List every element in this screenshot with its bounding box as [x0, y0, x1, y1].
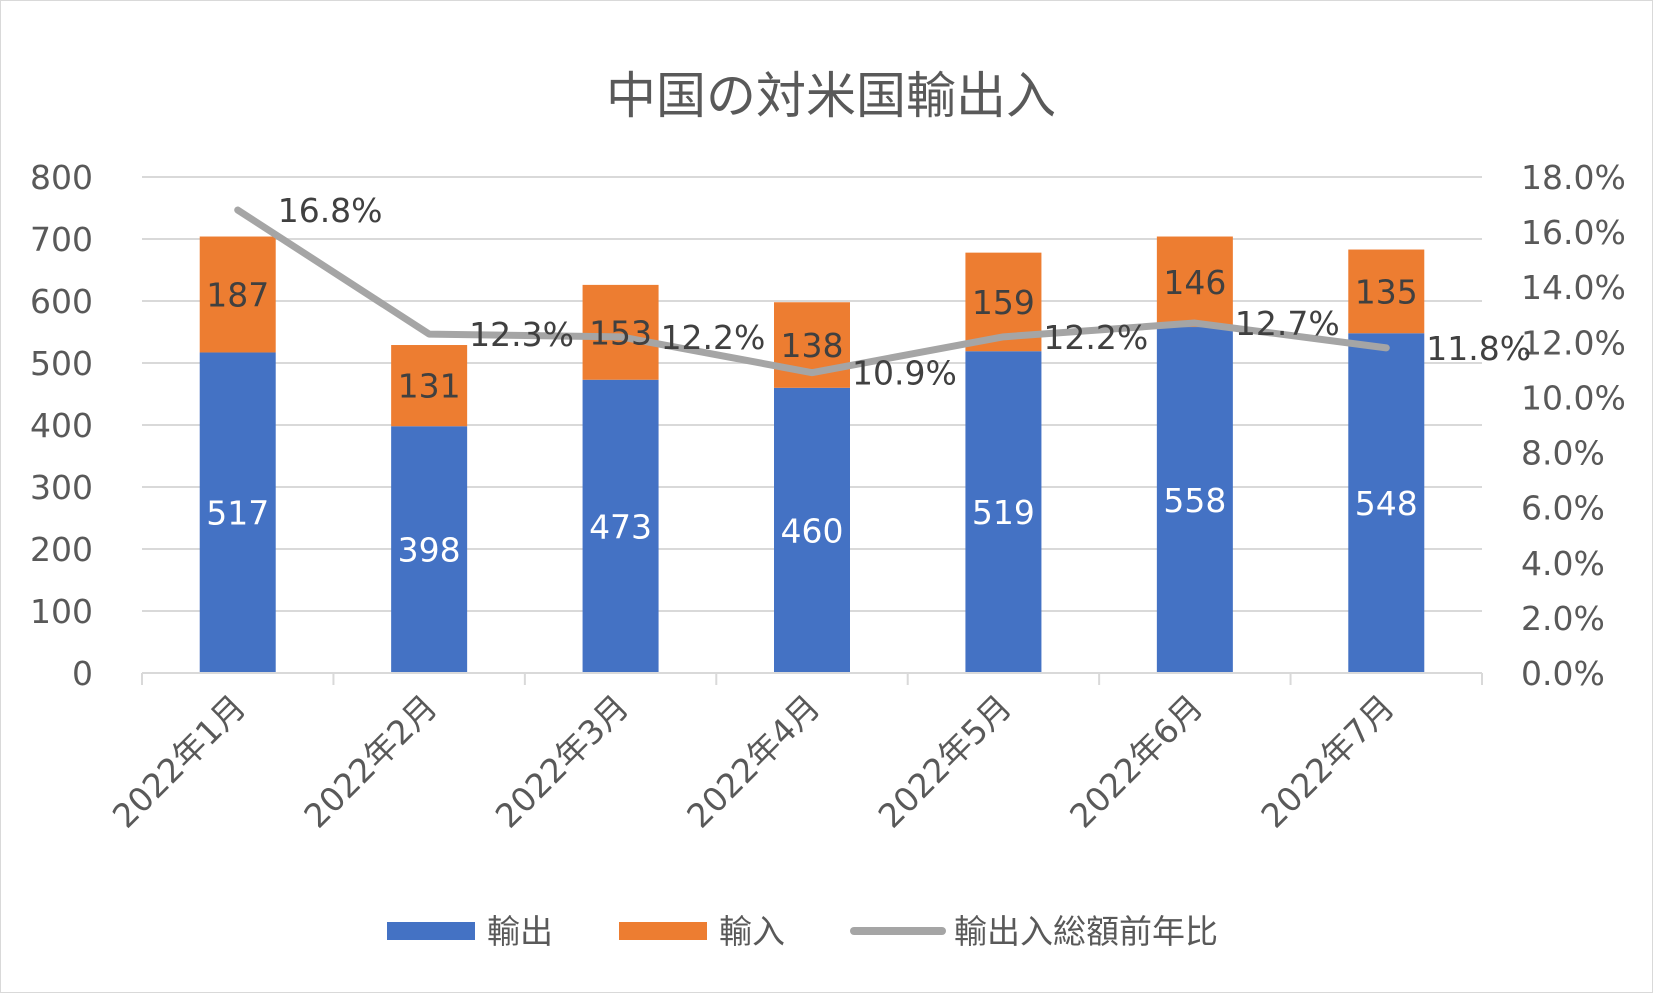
right-axis: 0.0% 2.0% 4.0% 6.0% 8.0% 10.0% 12.0% 14.0% 16.0%… — [1521, 158, 1626, 693]
bar-export-value-label: 473 — [589, 507, 652, 546]
bar-import-value-label: 135 — [1355, 272, 1418, 311]
bar-export — [774, 387, 850, 673]
chart-title: 中国の対米国輸出入 — [606, 67, 1056, 125]
data-labels: 517 187 398 131 473 153 460 138 519 159 558 146 548 1… — [206, 191, 1531, 570]
bar-import — [199, 236, 276, 353]
bar-import — [582, 284, 659, 380]
x-axis-category-label: 2022年4月 — [679, 687, 827, 835]
x-axis-category-label: 2022年7月 — [1253, 687, 1401, 835]
bar-export — [199, 352, 276, 673]
x-axis-category-label: 2022年5月 — [871, 687, 1019, 835]
legend-label-export: 輸出 — [487, 912, 553, 951]
left-axis-tick-label: 0 — [72, 654, 93, 693]
x-axis: 2022年1月 2022年2月 2022年3月 2022年4月 2022年5月 2022年… — [105, 672, 1483, 836]
left-axis-tick-label: 500 — [30, 344, 93, 383]
legend-swatch-import — [619, 922, 707, 940]
bar-import-value-label: 131 — [398, 367, 461, 406]
left-axis-tick-label: 400 — [30, 406, 93, 445]
left-axis-tick-label: 200 — [30, 530, 93, 569]
x-axis-category-label: 2022年3月 — [488, 687, 636, 835]
right-axis-tick-label: 16.0% — [1521, 213, 1626, 252]
bar-import — [1348, 249, 1425, 334]
bar-import-value-label: 146 — [1163, 263, 1226, 302]
right-axis-tick-label: 10.0% — [1521, 378, 1626, 417]
bar-import-value-label: 159 — [972, 283, 1035, 322]
right-axis-tick-label: 6.0% — [1521, 489, 1605, 528]
line-value-label: 12.3% — [469, 315, 574, 354]
bar-import — [1156, 236, 1233, 328]
right-axis-tick-label: 8.0% — [1521, 434, 1605, 473]
right-axis-tick-label: 4.0% — [1521, 544, 1605, 583]
right-axis-tick-label: 2.0% — [1521, 599, 1605, 638]
line-value-label: 12.7% — [1235, 304, 1340, 343]
left-axis-tick-label: 100 — [30, 592, 93, 631]
x-axis-category-label: 2022年2月 — [296, 687, 444, 835]
bar-import-value-label: 187 — [206, 275, 269, 314]
bar-export — [582, 379, 659, 673]
legend-label-import: 輸入 — [719, 912, 785, 951]
left-axis-tick-label: 800 — [30, 158, 93, 197]
line-series — [234, 206, 1390, 377]
line-value-label: 12.2% — [661, 318, 766, 357]
x-axis-category-label: 2022年6月 — [1062, 687, 1210, 835]
legend-swatch-export — [387, 922, 475, 940]
right-axis-tick-label: 14.0% — [1521, 268, 1626, 307]
bar-export-value-label: 558 — [1163, 481, 1226, 520]
left-axis-tick-label: 300 — [30, 468, 93, 507]
bar-import — [391, 345, 468, 427]
bar-export-value-label: 548 — [1355, 484, 1418, 523]
bar-export — [391, 426, 468, 673]
bar-export — [965, 351, 1042, 673]
right-axis-tick-label: 12.0% — [1521, 323, 1626, 362]
left-axis: 0 100 200 300 400 500 600 700 800 — [30, 158, 93, 693]
bar-export-value-label: 517 — [206, 494, 269, 533]
line-value-label: 11.8% — [1426, 329, 1531, 368]
bar-export — [1156, 327, 1233, 673]
bar-export-value-label: 519 — [972, 493, 1035, 532]
right-axis-tick-label: 18.0% — [1521, 158, 1626, 197]
x-axis-category-label: 2022年1月 — [105, 687, 253, 835]
legend: 輸出 輸入 輸出入総額前年比 — [387, 912, 1218, 951]
right-axis-tick-label: 0.0% — [1521, 654, 1605, 693]
left-axis-tick-label: 700 — [30, 220, 93, 259]
bar-export-value-label: 398 — [398, 531, 461, 570]
line-value-label: 10.9% — [852, 354, 957, 393]
line-value-label: 16.8% — [278, 191, 383, 230]
bar-import-value-label: 138 — [781, 326, 844, 365]
line-value-label: 12.2% — [1043, 318, 1148, 357]
bar-import-value-label: 153 — [589, 313, 652, 352]
line-yoy — [234, 206, 1390, 377]
bar-export-value-label: 460 — [781, 511, 844, 550]
left-axis-tick-label: 600 — [30, 282, 93, 321]
legend-label-yoy: 輸出入総額前年比 — [954, 912, 1218, 951]
bar-export — [1348, 333, 1425, 673]
